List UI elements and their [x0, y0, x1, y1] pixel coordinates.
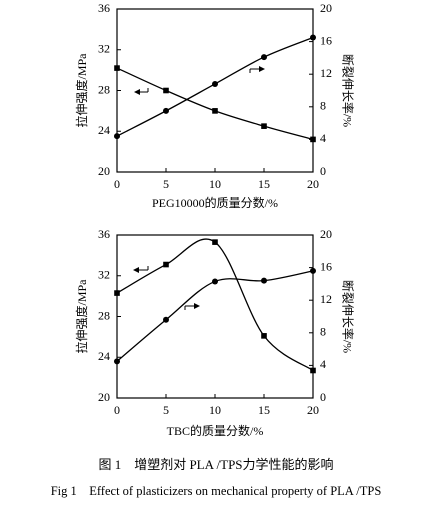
y-axis-label: 拉伸强度/MPa — [74, 279, 89, 354]
y-tick-label: 36 — [98, 227, 110, 241]
series-line — [116, 67, 314, 141]
caption-en: Fig 1 Effect of plasticizers on mechanic… — [51, 484, 382, 498]
marker-square — [261, 333, 267, 339]
y-tick-label: 20 — [98, 390, 110, 404]
y-tick-label: 20 — [98, 164, 110, 178]
y-tick-label: 24 — [98, 349, 110, 363]
marker-square — [212, 108, 218, 114]
y2-tick-label: 4 — [320, 357, 326, 371]
annotation-arrows — [133, 66, 265, 310]
x-tick-label: 0 — [114, 403, 120, 417]
caption-cn: 图 1 增塑剂对 PLA /TPS力学性能的影响 — [98, 457, 333, 472]
marker-circle — [114, 133, 120, 140]
y-tick-label: 36 — [98, 1, 110, 15]
marker-square — [310, 136, 316, 143]
marker-square — [212, 239, 218, 245]
marker-circle — [114, 358, 120, 365]
marker-circle — [212, 278, 218, 285]
y2-tick-label: 12 — [320, 66, 332, 80]
marker-square — [114, 290, 120, 296]
x-tick-label: 15 — [258, 177, 270, 191]
y2-axis-label: 断裂伸长率/% — [340, 280, 355, 353]
x-tick-label: 5 — [163, 177, 169, 191]
marker-circle — [310, 34, 316, 41]
x-tick-label: 15 — [258, 403, 270, 417]
x-axis-label: PEG10000的质量分数/% — [152, 195, 278, 210]
marker-circle — [261, 54, 267, 61]
y2-tick-label: 16 — [320, 259, 332, 273]
x-tick-label: 10 — [209, 177, 221, 191]
x-tick-label: 10 — [209, 403, 221, 417]
y-tick-label: 32 — [98, 42, 110, 56]
x-tick-label: 0 — [114, 177, 120, 191]
marker-circle — [212, 80, 218, 87]
series-line — [116, 238, 314, 372]
y2-tick-label: 16 — [320, 33, 332, 47]
y2-tick-label: 20 — [320, 227, 332, 241]
y-tick-label: 28 — [98, 82, 110, 96]
marker-circle — [163, 316, 169, 323]
marker-circle — [261, 277, 267, 284]
marker-circle — [163, 107, 169, 114]
marker-circle — [310, 267, 316, 274]
y-axis-label: 拉伸强度/MPa — [74, 53, 89, 128]
y2-tick-label: 12 — [320, 292, 332, 306]
x-axis-label: TBC的质量分数/% — [167, 423, 264, 438]
y-tick-label: 28 — [98, 308, 110, 322]
marker-square — [310, 367, 316, 374]
x-tick-label: 20 — [307, 403, 319, 417]
marker-square — [261, 123, 267, 129]
y2-axis-label: 断裂伸长率/% — [340, 54, 355, 127]
marker-square — [163, 87, 169, 94]
plot-frame — [116, 8, 314, 173]
marker-square — [163, 261, 169, 268]
y2-tick-label: 4 — [320, 131, 326, 145]
y2-tick-label: 0 — [320, 390, 326, 404]
y-tick-label: 24 — [98, 123, 110, 137]
marker-square — [114, 65, 120, 71]
x-tick-label: 20 — [307, 177, 319, 191]
y2-tick-label: 0 — [320, 164, 326, 178]
y2-tick-label: 8 — [320, 325, 326, 339]
plot-frame — [116, 234, 314, 399]
x-tick-label: 5 — [163, 403, 169, 417]
y-tick-label: 32 — [98, 268, 110, 282]
y2-tick-label: 20 — [320, 1, 332, 15]
y2-tick-label: 8 — [320, 99, 326, 113]
